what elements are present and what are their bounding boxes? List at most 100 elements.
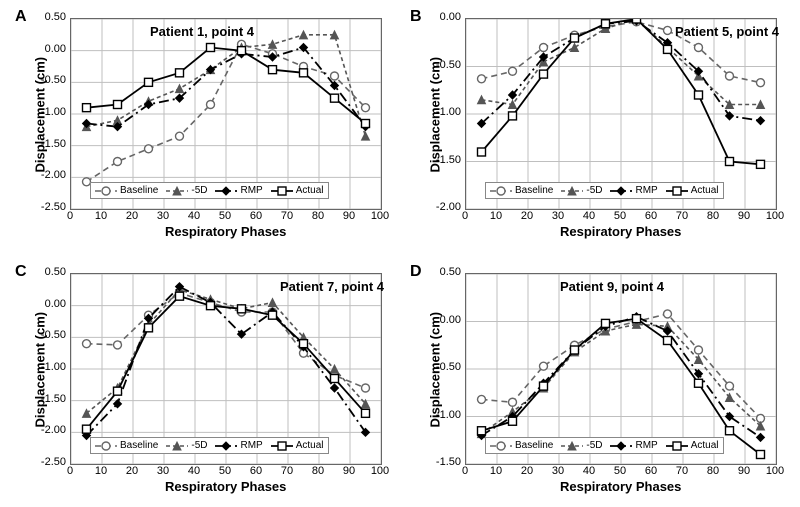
ylabel: Displacement (cm) (428, 308, 443, 428)
xtick-label: 0 (455, 465, 475, 477)
xtick-label: 30 (548, 210, 568, 222)
panel-title-C: Patient 7, point 4 (280, 279, 384, 294)
ylabel: Displacement (cm) (33, 308, 48, 428)
panel-letter-C: C (15, 263, 27, 281)
legend-item: Baseline (490, 185, 553, 196)
panel-title-B: Patient 5, point 4 (675, 24, 779, 39)
legend-item: Actual (666, 440, 719, 451)
legend-label: -5D (191, 440, 207, 451)
xtick-label: 50 (215, 210, 235, 222)
plot-area (71, 274, 381, 464)
xtick-label: 30 (548, 465, 568, 477)
legend-label: RMP (240, 185, 262, 196)
xlabel: Respiratory Phases (560, 479, 681, 494)
legend-label: RMP (635, 185, 657, 196)
xtick-label: 100 (370, 465, 390, 477)
legend-label: Actual (691, 440, 719, 451)
legend-item: -5D (166, 440, 207, 451)
xtick-label: 80 (308, 465, 328, 477)
xtick-label: 90 (734, 465, 754, 477)
xtick-label: 0 (60, 465, 80, 477)
xtick-label: 20 (122, 465, 142, 477)
legend-label: -5D (586, 185, 602, 196)
xtick-label: 20 (517, 210, 537, 222)
xtick-label: 70 (672, 210, 692, 222)
xtick-label: 10 (486, 210, 506, 222)
xtick-label: 100 (765, 465, 785, 477)
xtick-label: 100 (370, 210, 390, 222)
xtick-label: 20 (517, 465, 537, 477)
legend-label: Baseline (515, 185, 553, 196)
panel-title-D: Patient 9, point 4 (560, 279, 664, 294)
ytick-label: 0.00 (425, 11, 461, 23)
legend-item: -5D (561, 440, 602, 451)
legend-A: Baseline -5D RMP Actual (90, 182, 329, 199)
legend-item: -5D (166, 185, 207, 196)
legend-item: Actual (271, 440, 324, 451)
xtick-label: 10 (91, 465, 111, 477)
xtick-label: 10 (91, 210, 111, 222)
ylabel: Displacement (cm) (33, 53, 48, 173)
xtick-label: 40 (184, 210, 204, 222)
xtick-label: 10 (486, 465, 506, 477)
xtick-label: 50 (215, 465, 235, 477)
legend-item: Actual (271, 185, 324, 196)
legend-item: Baseline (490, 440, 553, 451)
xtick-label: 70 (277, 210, 297, 222)
xtick-label: 60 (641, 465, 661, 477)
legend-label: -5D (586, 440, 602, 451)
legend-label: RMP (240, 440, 262, 451)
xtick-label: 50 (610, 210, 630, 222)
legend-item: Baseline (95, 440, 158, 451)
plot-area (71, 19, 381, 209)
xtick-label: 70 (672, 465, 692, 477)
legend-label: Actual (296, 185, 324, 196)
panel-letter-B: B (410, 8, 422, 26)
xtick-label: 90 (734, 210, 754, 222)
legend-item: RMP (610, 185, 657, 196)
xtick-label: 80 (703, 210, 723, 222)
xtick-label: 30 (153, 465, 173, 477)
legend-item: RMP (610, 440, 657, 451)
xtick-label: 40 (184, 465, 204, 477)
legend-label: Actual (296, 440, 324, 451)
legend-C: Baseline -5D RMP Actual (90, 437, 329, 454)
ytick-label: 0.50 (30, 266, 66, 278)
xtick-label: 30 (153, 210, 173, 222)
panel-letter-A: A (15, 8, 27, 26)
xtick-label: 70 (277, 465, 297, 477)
xtick-label: 50 (610, 465, 630, 477)
xtick-label: 80 (703, 465, 723, 477)
xtick-label: 40 (579, 465, 599, 477)
xtick-label: 60 (246, 465, 266, 477)
xtick-label: 0 (455, 210, 475, 222)
xtick-label: 60 (246, 210, 266, 222)
xlabel: Respiratory Phases (165, 224, 286, 239)
legend-item: RMP (215, 185, 262, 196)
xtick-label: 20 (122, 210, 142, 222)
panel-letter-D: D (410, 263, 422, 281)
xtick-label: 0 (60, 210, 80, 222)
legend-label: Baseline (120, 185, 158, 196)
legend-label: Baseline (120, 440, 158, 451)
legend-item: Actual (666, 185, 719, 196)
legend-item: -5D (561, 185, 602, 196)
legend-D: Baseline -5D RMP Actual (485, 437, 724, 454)
xlabel: Respiratory Phases (560, 224, 681, 239)
ytick-label: 0.50 (425, 266, 461, 278)
xtick-label: 80 (308, 210, 328, 222)
xtick-label: 90 (339, 210, 359, 222)
legend-label: -5D (191, 185, 207, 196)
legend-B: Baseline -5D RMP Actual (485, 182, 724, 199)
legend-label: Actual (691, 185, 719, 196)
panel-title-A: Patient 1, point 4 (150, 24, 254, 39)
xtick-label: 40 (579, 210, 599, 222)
legend-item: RMP (215, 440, 262, 451)
xlabel: Respiratory Phases (165, 479, 286, 494)
ylabel: Displacement (cm) (428, 53, 443, 173)
plot-area (466, 274, 776, 464)
plot-area (466, 19, 776, 209)
legend-label: Baseline (515, 440, 553, 451)
ytick-label: 0.50 (30, 11, 66, 23)
xtick-label: 60 (641, 210, 661, 222)
